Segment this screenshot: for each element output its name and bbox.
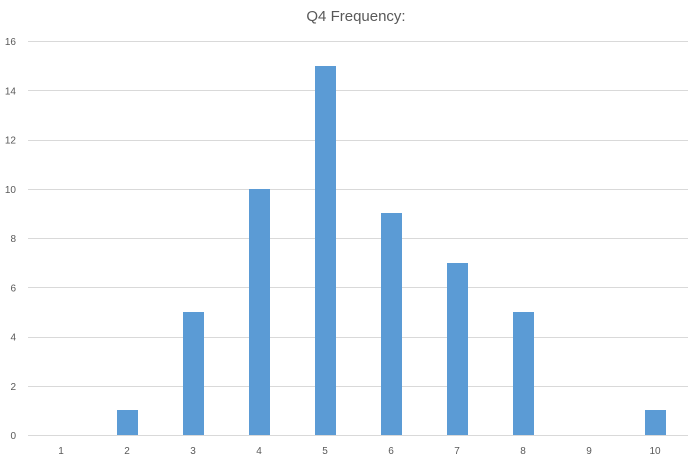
gridlines — [28, 41, 688, 436]
bar-5 — [315, 66, 336, 435]
bar-6 — [381, 213, 402, 435]
y-tick-label: 14 — [5, 86, 17, 97]
x-tick-label: 9 — [586, 446, 592, 457]
y-tick-label: 10 — [5, 185, 17, 196]
bars — [117, 66, 666, 435]
x-tick-label: 4 — [256, 446, 262, 457]
x-tick-label: 8 — [520, 446, 526, 457]
y-tick-label: 6 — [10, 283, 16, 294]
x-tick-label: 10 — [649, 446, 661, 457]
bar-4 — [249, 189, 270, 435]
bar-10 — [645, 410, 666, 435]
y-tick-label: 8 — [10, 234, 16, 245]
bar-2 — [117, 410, 138, 435]
y-tick-label: 12 — [5, 136, 17, 147]
x-tick-label: 5 — [322, 446, 328, 457]
bar-3 — [183, 312, 204, 435]
y-axis-tick-labels: 0 2 4 6 8 10 12 14 16 — [5, 37, 17, 442]
x-tick-label: 7 — [454, 446, 460, 457]
bar-8 — [513, 312, 534, 435]
chart-title: Q4 Frequency: — [306, 8, 405, 25]
y-tick-label: 16 — [5, 37, 17, 48]
y-tick-label: 0 — [10, 431, 16, 442]
y-tick-label: 4 — [10, 333, 16, 344]
x-axis-tick-labels: 1 2 3 4 5 6 7 8 9 10 — [58, 446, 661, 457]
x-tick-label: 2 — [124, 446, 130, 457]
y-tick-label: 2 — [10, 382, 16, 393]
x-tick-label: 6 — [388, 446, 394, 457]
bar-7 — [447, 263, 468, 435]
x-tick-label: 1 — [58, 446, 64, 457]
x-tick-label: 3 — [190, 446, 196, 457]
